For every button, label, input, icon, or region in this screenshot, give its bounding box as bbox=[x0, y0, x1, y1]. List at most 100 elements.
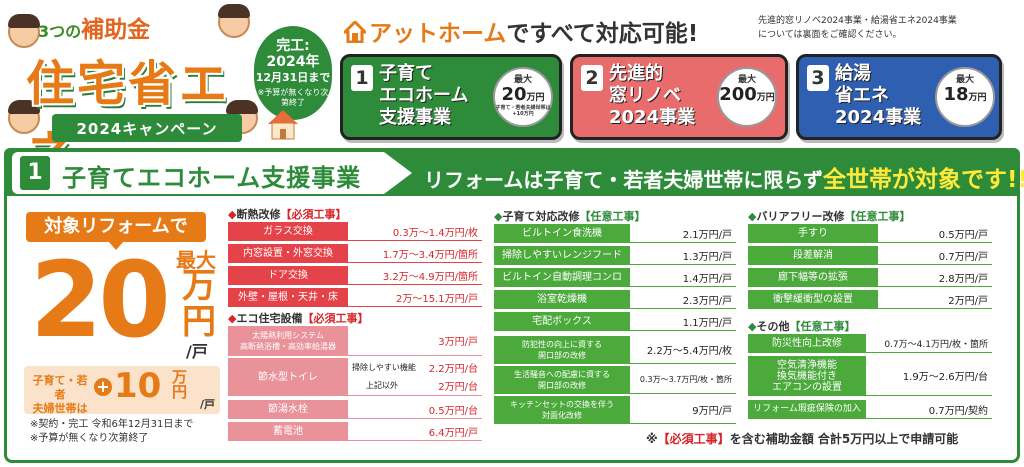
program-title-line: 子育て bbox=[379, 63, 433, 84]
program-title-line: 先進的 bbox=[609, 63, 663, 84]
item-price: 1.9万～2.6万円/台 bbox=[866, 356, 992, 396]
item-name: 節湯水栓 bbox=[228, 400, 348, 419]
item-name: 防犯性の向上に資する 開口部の改修 bbox=[494, 336, 630, 364]
item-price: 2万～15.1万円/戸 bbox=[348, 288, 482, 307]
item-name: 内窓設置・外窓交換 bbox=[228, 244, 348, 263]
program-amount-circle: 最大 20万円 子育て・若者夫婦世帯は+10万円 bbox=[493, 67, 553, 127]
item-name: ビルトイン自動調理コンロ bbox=[494, 268, 630, 287]
item-price: 1.4万円/戸 bbox=[630, 268, 736, 287]
barrierfree-title: ◆バリアフリー改修【任意工事】 bbox=[748, 208, 910, 224]
item-price: 0.3万～3.7万円/枚・箇所 bbox=[630, 366, 736, 394]
program-title: 給湯 省エネ 2024事業 bbox=[835, 63, 921, 129]
campaign-year-label: 2024キャンペーン bbox=[52, 114, 242, 142]
table-row: キッチンセットの交換を伴う 対面化改修 9万円/戸 bbox=[494, 396, 736, 424]
header-note: 先進的窓リノベ2024事業・給湯省エネ2024事業 については裏面をご確認くださ… bbox=[758, 14, 1018, 42]
table-row: 生活騒音への配慮に資する 開口部の改修 0.3万～3.7万円/枚・箇所 bbox=[494, 366, 736, 394]
table-row: 防災性向上改修 0.7万～4.1万円/枚・箇所 bbox=[748, 334, 992, 353]
section-number: 1 bbox=[20, 156, 50, 190]
item-price: 0.7万円/契約 bbox=[866, 400, 992, 419]
table-row: ビルトイン自動調理コンロ 1.4万円/戸 bbox=[494, 268, 736, 287]
promo-per: /戸 bbox=[186, 342, 208, 361]
bonus-label: 子育て・若者 夫婦世帯は bbox=[28, 374, 92, 416]
program-max-label: 最大 bbox=[737, 75, 756, 85]
header-note-line2: については裏面をご確認ください。 bbox=[758, 30, 902, 40]
item-name-line: 空気清浄機能 bbox=[777, 359, 837, 371]
deadline-badge: 完工: 2024年 12月31日まで ※予算が無くなり次第終了 bbox=[254, 26, 332, 120]
section-slogan: リフォームは子育て・若者夫婦世帯に限らず全世帯が対象です!! bbox=[424, 160, 1024, 194]
diamond-icon: ◆ bbox=[748, 210, 757, 223]
program-title: 先進的 窓リノベ 2024事業 bbox=[609, 63, 695, 129]
avatar-child-icon bbox=[8, 14, 40, 48]
category-name: 断熱改修 bbox=[236, 208, 281, 221]
diamond-icon: ◆ bbox=[228, 312, 237, 325]
table-row: ドア交換 3.2万～4.9万円/箇所 bbox=[228, 266, 482, 285]
item-name: 生活騒音への配慮に資する 開口部の改修 bbox=[494, 366, 630, 394]
section-title: 子育てエコホーム支援事業 bbox=[62, 164, 362, 192]
table-row: 廊下幅等の拡張 2.8万円/戸 bbox=[748, 268, 992, 287]
bonus-label-line1: 子育て・若者 bbox=[32, 374, 88, 401]
campaign-logo: 3つの補助金 住宅省エネ 2024キャンペーン bbox=[8, 4, 258, 182]
item-price: 0.5万円/台 bbox=[348, 400, 482, 419]
table-row: 外壁・屋根・天井・床 2万～15.1万円/戸 bbox=[228, 288, 482, 307]
optional-tag: 【任意工事】 bbox=[844, 210, 911, 223]
at-home-message: ですべて対応可能! bbox=[506, 21, 699, 47]
item-name-line: エアコンの設置 bbox=[772, 381, 842, 393]
table-row: リフォーム瑕疵保険の加入 0.7万円/契約 bbox=[748, 400, 992, 419]
slogan-highlight: 全世帯が対象です!! bbox=[823, 167, 1024, 193]
program-title-line: エコホーム bbox=[379, 85, 469, 106]
program-max-label: 最大 bbox=[513, 75, 532, 85]
item-price: 2万円/戸 bbox=[878, 290, 992, 309]
item-name-line: 開口部の改修 bbox=[538, 381, 586, 390]
promo-amount: 20 bbox=[30, 239, 171, 361]
table-row: 節湯水栓 0.5万円/台 bbox=[228, 400, 482, 419]
item-name: リフォーム瑕疵保険の加入 bbox=[748, 400, 866, 419]
at-home-heading: アットホームですべて対応可能! bbox=[344, 14, 698, 48]
item-name: ドア交換 bbox=[228, 266, 348, 285]
item-name-line: 対面化改修 bbox=[542, 411, 582, 420]
bonus-amount: 10 bbox=[114, 366, 162, 406]
header-note-line1: 先進的窓リノベ2024事業・給湯省エネ2024事業 bbox=[758, 16, 957, 26]
item-name: 節水型トイレ bbox=[228, 358, 348, 396]
item-price: 1.3万円/戸 bbox=[630, 246, 736, 265]
deadline-line3: 12月31日まで bbox=[255, 71, 331, 84]
brand-name: アットホーム bbox=[369, 21, 507, 47]
table-row: ガラス交換 0.3万～1.4万円/枚 bbox=[228, 222, 482, 241]
program-title-line: 窓リノベ bbox=[609, 85, 681, 106]
table-row: ビルトイン食洗機 2.1万円/戸 bbox=[494, 224, 736, 243]
item-name: 空気清浄機能 換気機能付き エアコンの設置 bbox=[748, 356, 866, 396]
deadline-note: ※予算が無くなり次第終了 bbox=[257, 88, 329, 107]
toilet-sub-label: 上記以外 bbox=[366, 380, 398, 390]
item-name-line: キッチンセットの交換を伴う bbox=[510, 400, 614, 409]
table-row: 手すり 0.5万円/戸 bbox=[748, 224, 992, 243]
item-price: 1.7万～3.4万円/箇所 bbox=[348, 244, 482, 263]
program-title-line: 省エネ bbox=[835, 85, 889, 106]
promo-note: ※予算が無くなり次第終了 bbox=[30, 433, 149, 444]
footer-mark: ※ bbox=[646, 432, 658, 446]
item-price: 0.7万～4.1万円/枚・箇所 bbox=[866, 334, 992, 353]
program-card-3: 3 給湯 省エネ 2024事業 最大 18万円 bbox=[796, 54, 1002, 140]
table-row: 内窓設置・外窓交換 1.7万～3.4万円/箇所 bbox=[228, 244, 482, 263]
item-name: 手すり bbox=[748, 224, 878, 243]
program-title-line: 給湯 bbox=[835, 63, 871, 84]
campaign-subtitle: 3つの補助金 bbox=[38, 10, 150, 44]
toilet-price-row: 上記以外 2万円/台 bbox=[348, 376, 482, 394]
item-name: 段差解消 bbox=[748, 246, 878, 265]
program-amount-circle: 最大 18万円 bbox=[935, 67, 995, 127]
table-row: 段差解消 0.7万円/戸 bbox=[748, 246, 992, 265]
diamond-icon: ◆ bbox=[228, 208, 237, 221]
item-price: 0.3万～1.4万円/枚 bbox=[348, 222, 482, 241]
item-price: 2.2万～5.4万円/枚 bbox=[630, 336, 736, 364]
table-row: 宅配ボックス 1.1万円/戸 bbox=[494, 312, 736, 331]
avatar-woman-icon bbox=[218, 4, 250, 38]
item-name: 浴室乾燥機 bbox=[494, 290, 630, 309]
item-name-line: 太陽熱利用システム bbox=[252, 331, 324, 340]
required-tag: 【必須工事】 bbox=[302, 312, 369, 325]
table-row: 衝撃緩衝型の設置 2万円/戸 bbox=[748, 290, 992, 309]
slogan-prefix: リフォームは子育て・若者夫婦世帯に限らず bbox=[424, 168, 823, 192]
category-name: 子育て対応改修 bbox=[502, 210, 580, 223]
program-title-line: 2024事業 bbox=[609, 107, 696, 128]
item-name: キッチンセットの交換を伴う 対面化改修 bbox=[494, 396, 630, 424]
item-price: 0.7万円/戸 bbox=[878, 246, 992, 265]
bonus-label-line2: 夫婦世帯は bbox=[32, 402, 88, 415]
program-number: 2 bbox=[581, 65, 603, 91]
